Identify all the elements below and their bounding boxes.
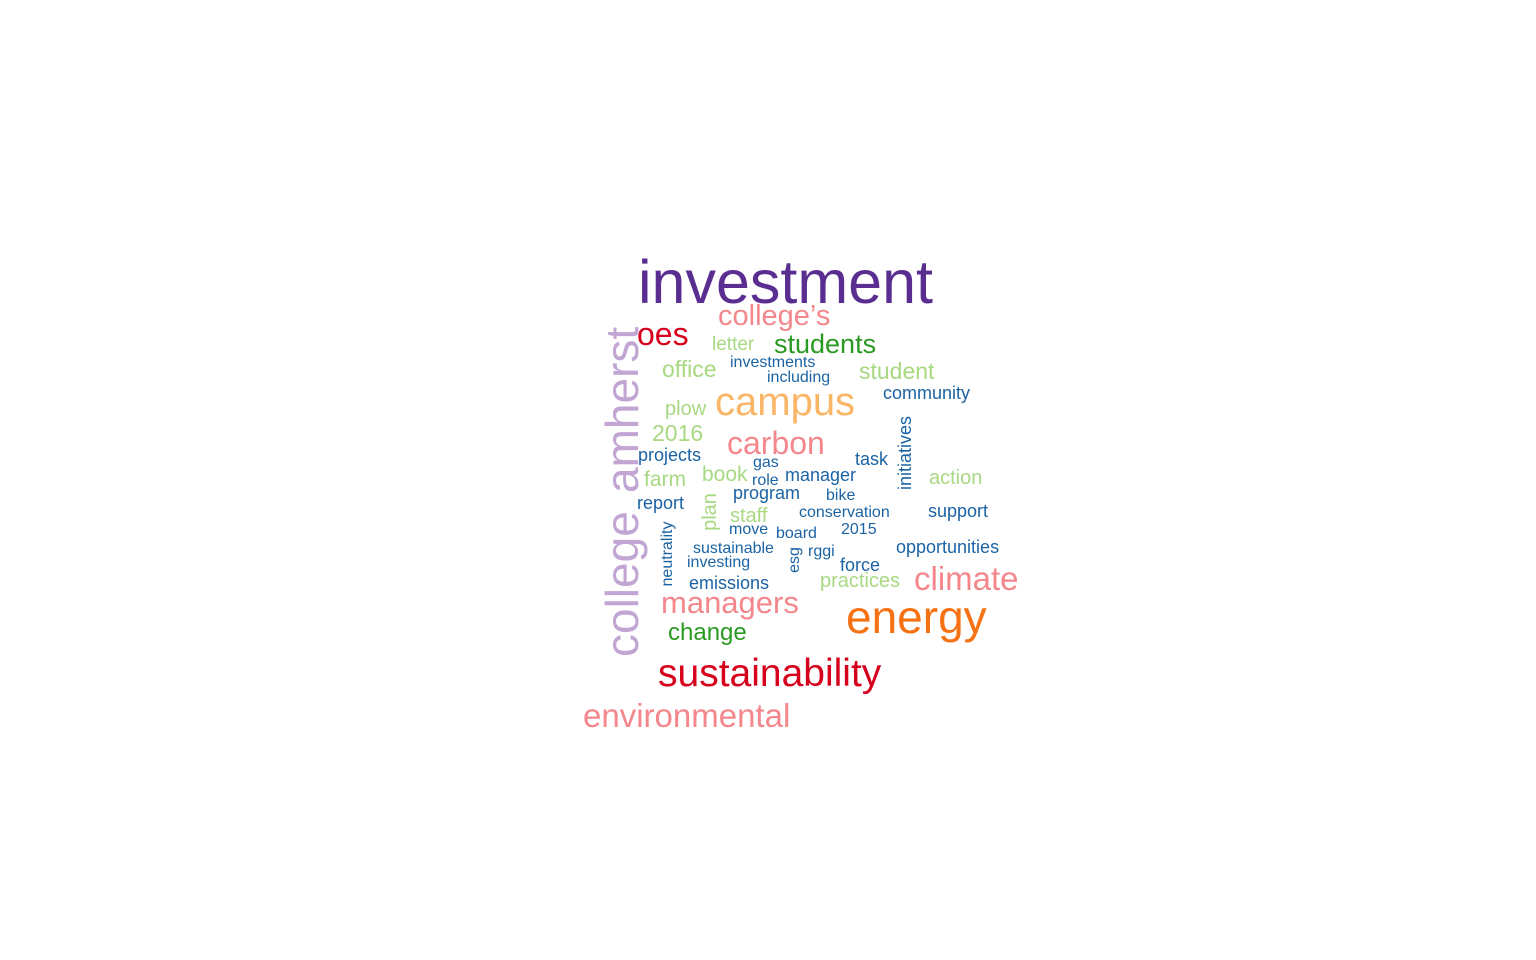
word-bike: bike bbox=[826, 487, 856, 504]
word-projects: projects bbox=[638, 445, 702, 465]
word-force: force bbox=[840, 555, 881, 575]
word-environmental: environmental bbox=[583, 697, 791, 734]
word-student: student bbox=[859, 358, 935, 384]
word-rggi: rggi bbox=[808, 543, 835, 560]
word-support: support bbox=[928, 501, 989, 521]
word-climate: climate bbox=[914, 560, 1019, 597]
word-including: including bbox=[767, 369, 831, 386]
word-opportunities: opportunities bbox=[896, 537, 1000, 557]
word-manager: manager bbox=[785, 465, 857, 485]
word-program: program bbox=[733, 483, 801, 503]
word-conservation: conservation bbox=[799, 504, 890, 521]
word-task: task bbox=[855, 449, 889, 469]
word-amherst: amherst bbox=[596, 326, 648, 493]
word-change: change bbox=[668, 619, 747, 646]
word-role: role bbox=[752, 472, 779, 489]
word-oes: oes bbox=[637, 316, 689, 352]
word-office: office bbox=[662, 356, 717, 382]
word-2016: 2016 bbox=[652, 420, 704, 446]
word-college: college bbox=[596, 511, 648, 657]
word-book: book bbox=[702, 463, 748, 486]
word-initiatives: initiatives bbox=[895, 415, 915, 491]
word-sustainable: sustainable bbox=[693, 540, 774, 557]
word-staff: staff bbox=[730, 505, 768, 527]
word-gas: gas bbox=[753, 454, 779, 471]
word-action: action bbox=[929, 467, 983, 489]
word-plan: plan bbox=[699, 493, 721, 531]
word-investments: investments bbox=[730, 354, 816, 371]
word-emissions: emissions bbox=[689, 573, 770, 593]
word-esg: esg bbox=[786, 547, 803, 573]
word-report: report bbox=[637, 493, 685, 513]
word-sustainability: sustainability bbox=[658, 652, 882, 695]
word-practices: practices bbox=[820, 570, 901, 592]
word-move: move bbox=[729, 521, 769, 538]
word-farm: farm bbox=[644, 468, 686, 491]
word-2015: 2015 bbox=[841, 521, 877, 538]
word-plow: plow bbox=[665, 398, 707, 420]
word-campus: campus bbox=[715, 380, 856, 424]
word-community: community bbox=[883, 383, 971, 403]
word-investment: investment bbox=[638, 248, 933, 316]
word-investing: investing bbox=[687, 554, 751, 571]
word-carbon: carbon bbox=[727, 425, 825, 461]
word-students: students bbox=[774, 329, 877, 359]
word-letter: letter bbox=[712, 334, 755, 355]
word-colleges: college’s bbox=[718, 300, 831, 332]
word-neutrality: neutrality bbox=[659, 521, 676, 587]
word-energy: energy bbox=[846, 591, 987, 643]
word-board: board bbox=[776, 525, 817, 542]
word-managers: managers bbox=[661, 585, 799, 620]
